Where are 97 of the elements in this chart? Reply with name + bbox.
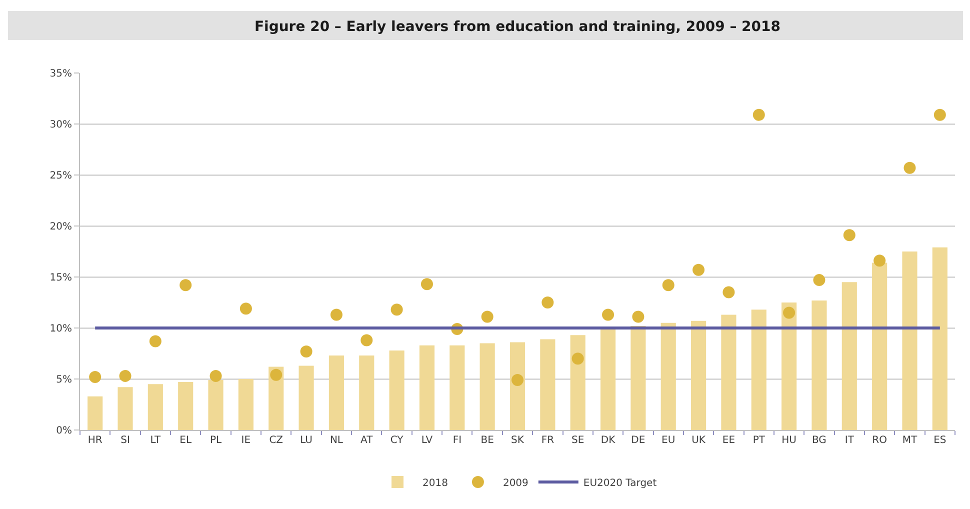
x-tick-label: RO — [872, 435, 888, 446]
point — [481, 310, 494, 323]
point — [420, 278, 433, 290]
bar — [902, 252, 918, 430]
x-tick-label: IE — [241, 435, 251, 446]
x-tick-label: FI — [452, 435, 462, 446]
x-tick-label: PT — [752, 435, 766, 446]
x-tick-label: DK — [600, 435, 616, 446]
x-tick-label: EE — [722, 435, 736, 446]
y-tick-label: 20% — [50, 222, 72, 232]
x-tick-label: UK — [692, 435, 706, 446]
point — [210, 370, 222, 382]
x-tick-label: MT — [902, 435, 918, 446]
x-tick-label: HR — [88, 435, 102, 446]
point — [934, 108, 946, 121]
bar — [450, 345, 465, 430]
point — [542, 296, 554, 308]
bar — [480, 343, 495, 430]
x-tick-label: SK — [511, 435, 524, 446]
point — [240, 302, 252, 315]
bar — [660, 322, 676, 430]
bar — [690, 320, 706, 430]
legend-label: 2009 — [502, 478, 528, 489]
y-tick-label: 5% — [56, 374, 72, 386]
bar — [88, 396, 103, 430]
y-tick-label: 25% — [50, 170, 72, 182]
point — [270, 368, 282, 381]
bar — [721, 314, 736, 430]
y-tick-label: 35% — [50, 68, 72, 80]
bar — [630, 326, 646, 430]
x-tick-label: LV — [421, 435, 433, 446]
point — [512, 374, 524, 386]
point — [602, 308, 614, 321]
bar — [118, 387, 133, 430]
bar — [812, 300, 827, 430]
chart-title: Figure 20 – Early leavers from education and training, 2009 – 2018 — [254, 18, 781, 35]
point — [692, 264, 705, 276]
legend-label: 2018 — [422, 478, 448, 489]
bar — [148, 384, 163, 430]
bar — [298, 366, 314, 430]
y-tick-label: 30% — [50, 120, 72, 130]
x-tick-label: LU — [300, 435, 312, 446]
bar — [510, 342, 526, 430]
point — [662, 279, 674, 292]
point — [722, 286, 735, 298]
bar — [842, 282, 857, 430]
point — [149, 335, 162, 348]
bar — [178, 382, 194, 430]
x-tick-label: AT — [360, 435, 374, 446]
x-tick-label: PL — [210, 435, 222, 446]
y-tick-label: 0% — [56, 426, 72, 436]
bar — [782, 302, 797, 430]
legend-label: EU2020 Target — [583, 478, 657, 489]
x-tick-label: IT — [844, 435, 855, 446]
point — [119, 370, 132, 382]
bar — [389, 350, 404, 430]
bar — [328, 356, 344, 430]
point — [572, 352, 584, 365]
bar — [872, 262, 888, 430]
point — [360, 334, 373, 346]
bar — [600, 328, 616, 430]
bar — [238, 379, 254, 430]
x-tick-label: ES — [934, 435, 946, 446]
bar — [751, 310, 766, 430]
y-tick-label: 10% — [50, 324, 72, 334]
bar — [932, 247, 948, 430]
x-tick-label: CZ — [269, 435, 284, 446]
point — [843, 229, 856, 242]
point — [180, 279, 192, 292]
x-tick-label: DE — [631, 435, 646, 446]
bar — [540, 339, 556, 430]
bar — [359, 356, 374, 430]
point — [783, 306, 796, 319]
point — [330, 308, 342, 321]
x-tick-label: BE — [480, 435, 494, 446]
bar — [419, 345, 435, 430]
x-tick-label: EL — [180, 435, 192, 446]
bar — [208, 380, 224, 430]
x-tick-label: HU — [782, 435, 796, 446]
x-tick-label: BG — [812, 435, 826, 446]
x-tick-label: EU — [662, 435, 676, 446]
bar — [570, 335, 586, 430]
point — [813, 274, 826, 286]
point — [300, 345, 312, 358]
x-tick-label: FR — [541, 435, 554, 446]
point — [874, 254, 886, 267]
x-tick-label: SI — [120, 435, 130, 446]
point — [390, 304, 403, 316]
point — [632, 310, 644, 323]
x-tick-label: NL — [330, 435, 344, 446]
x-tick-label: SE — [572, 435, 584, 446]
point — [752, 108, 765, 121]
x-tick-label: CY — [390, 435, 404, 446]
y-tick-label: 15% — [50, 272, 72, 284]
x-tick-label: LT — [150, 435, 162, 446]
point — [89, 370, 102, 383]
point — [904, 162, 916, 174]
